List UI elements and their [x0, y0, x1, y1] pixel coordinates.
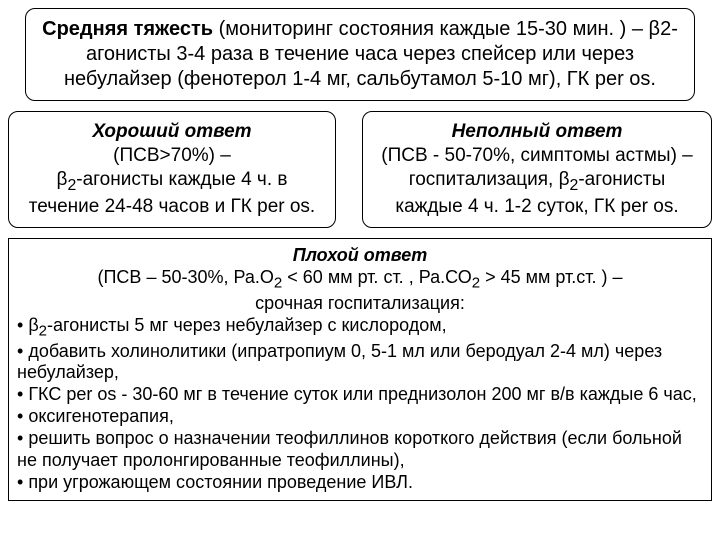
list-item: оксигенотерапия, — [17, 406, 703, 428]
good-l1b: 70%) – — [171, 145, 231, 166]
lt-icon — [287, 267, 298, 287]
partial-l1sub: 2 — [570, 176, 579, 193]
good-l2sub: 2 — [67, 176, 76, 193]
partial-title: Неполный ответ — [452, 121, 623, 142]
responses-row: Хороший ответ (ПСВ70%) – β2-агонисты каж… — [8, 111, 712, 228]
bad-h1sub1: 2 — [274, 274, 282, 291]
severity-title: Средняя тяжесть — [42, 18, 213, 40]
severity-box: Средняя тяжесть (мониторинг состояния ка… — [25, 8, 695, 101]
bad-response-box: Плохой ответ (ПСВ – 50-30%, Ра.О2 60 мм … — [8, 238, 712, 501]
partial-response-box: Неполный ответ (ПСВ - 50-70%, симптомы а… — [362, 111, 712, 228]
bad-h1b: 60 мм рт. ст. , Ра.СО — [298, 267, 472, 287]
list-item: ГКС per os - 30-60 мг в течение суток ил… — [17, 384, 703, 406]
good-l2: β — [57, 169, 68, 190]
list-item: решить вопрос о назначении теофиллинов к… — [17, 428, 703, 472]
bad-header: Плохой ответ (ПСВ – 50-30%, Ра.О2 60 мм … — [17, 245, 703, 315]
list-item: β2-агонисты 5 мг через небулайзер с кисл… — [17, 315, 703, 341]
list-item: при угрожающем состоянии проведение ИВЛ. — [17, 472, 703, 494]
good-title: Хороший ответ — [92, 121, 251, 142]
bad-title: Плохой ответ — [293, 245, 427, 265]
gt-icon-2 — [485, 267, 496, 287]
bad-h1c: 45 мм рт.ст. ) – — [496, 267, 623, 287]
bad-h1a: (ПСВ – 50-30%, Ра.О — [98, 267, 274, 287]
bad-h1sub2: 2 — [472, 274, 480, 291]
bad-h2: срочная госпитализация: — [255, 293, 465, 313]
good-l1a: (ПСВ — [113, 145, 159, 166]
good-response-box: Хороший ответ (ПСВ70%) – β2-агонисты каж… — [8, 111, 336, 228]
bad-list: β2-агонисты 5 мг через небулайзер с кисл… — [17, 315, 703, 495]
gt-icon — [160, 145, 171, 166]
list-item: добавить холинолитики (ипратропиум 0, 5-… — [17, 341, 703, 385]
